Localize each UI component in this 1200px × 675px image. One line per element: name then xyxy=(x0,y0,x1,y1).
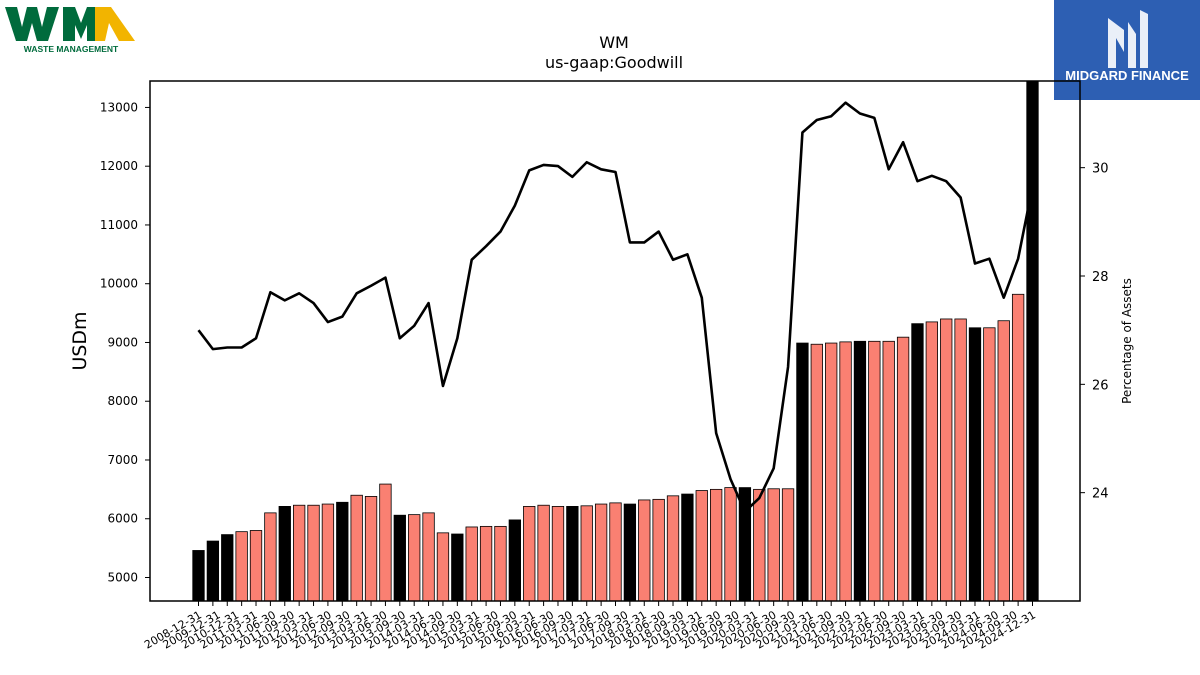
bar-2010-12-31 xyxy=(307,504,320,602)
y2-tick-label-26: 26 xyxy=(1092,378,1109,393)
bar-2012-12-31 xyxy=(422,512,435,602)
y-tick-label-7000: 7000 xyxy=(107,453,138,467)
bar-2013-12-31 xyxy=(479,525,493,602)
percentage-of-assets-line xyxy=(197,101,1034,513)
line-layer xyxy=(197,101,1034,513)
bar-2016-12-31 xyxy=(652,498,665,602)
bar-2013-09-30 xyxy=(465,526,478,602)
y-tick-label-8000: 8000 xyxy=(107,394,138,408)
bar-2012-06-30 xyxy=(393,514,406,602)
bar-2009-12-31 xyxy=(249,530,263,602)
bar-2015-12-31 xyxy=(594,503,608,602)
bar-2017-09-30 xyxy=(695,490,708,602)
y2-tick-label-24: 24 xyxy=(1092,487,1109,502)
y2-tick-label-28: 28 xyxy=(1092,270,1109,285)
bar-2017-12-31 xyxy=(710,488,723,602)
y-tick-label-10000: 10000 xyxy=(100,277,138,291)
chart-subtitle: us-gaap:Goodwill xyxy=(545,53,683,72)
bar-2011-03-31 xyxy=(321,503,335,602)
chart-title: WM xyxy=(599,33,629,52)
bar-2017-03-31 xyxy=(666,495,680,602)
bar-2009-09-30 xyxy=(235,531,248,602)
bar-2012-09-30 xyxy=(408,514,421,602)
axes-layer: 5000 6000 7000 8000 9000 10000 11000 12000 13000… xyxy=(100,80,1109,652)
bar-2013-03-31 xyxy=(436,532,450,602)
bar-2008-12-31 xyxy=(192,550,205,602)
waste-management-logo-text: WASTE MANAGEMENT xyxy=(24,44,119,54)
bar-2021-12-31 xyxy=(940,318,953,602)
bar-2018-03-31 xyxy=(724,487,737,602)
y-tick-label-9000: 9000 xyxy=(107,335,138,349)
bar-2011-12-31 xyxy=(364,496,378,602)
bar-2022-09-30 xyxy=(983,327,996,602)
bar-2021-06-30 xyxy=(911,323,924,602)
y-tick-label-11000: 11000 xyxy=(100,218,138,232)
y-tick-label-6000: 6000 xyxy=(107,512,138,526)
bar-2015-03-31 xyxy=(551,506,565,602)
bar-2010-09-30 xyxy=(293,504,306,602)
bar-2022-06-30 xyxy=(968,327,982,602)
bar-2020-06-30 xyxy=(853,340,867,602)
bar-2014-09-30 xyxy=(523,506,536,602)
wm-logo-mark: WASTE MANAGEMENT xyxy=(5,7,135,54)
y-tick-label-12000: 12000 xyxy=(100,159,138,173)
bar-2015-09-30 xyxy=(580,505,593,602)
y2-axis-label: Percentage of Assets xyxy=(1120,278,1134,404)
bar-2015-06-30 xyxy=(566,506,579,602)
bar-2016-03-31 xyxy=(609,502,622,602)
bar-2017-06-30 xyxy=(681,493,694,602)
bar-2022-12-31 xyxy=(997,320,1010,602)
y-axis-label: USDm xyxy=(69,311,91,370)
bar-2021-09-30 xyxy=(925,321,938,602)
bar-2014-12-31 xyxy=(537,504,550,602)
bar-2023-06-30 xyxy=(1026,80,1039,602)
midgard-finance-mark: MIDGARD FINANCE xyxy=(1065,10,1189,83)
bar-2011-06-30 xyxy=(336,501,349,602)
bar-2020-09-30 xyxy=(868,340,881,602)
bar-2016-06-30 xyxy=(623,503,637,602)
bar-2023-03-31 xyxy=(1011,293,1025,602)
bar-2022-03-31 xyxy=(954,318,967,602)
bar-2019-03-31 xyxy=(781,488,795,602)
midgard-finance-logo: MIDGARD FINANCE xyxy=(1054,0,1200,100)
bar-2020-03-31 xyxy=(839,341,852,602)
midgard-finance-logo-text: MIDGARD FINANCE xyxy=(1065,68,1189,83)
y-tick-label-5000: 5000 xyxy=(107,570,138,584)
bar-2012-03-31 xyxy=(379,483,392,602)
y2-tick-label-30: 30 xyxy=(1092,162,1109,177)
waste-management-logo: WASTE MANAGEMENT xyxy=(5,5,137,55)
bar-2019-09-30 xyxy=(810,343,823,602)
bar-2019-12-31 xyxy=(825,342,838,602)
bar-2011-09-30 xyxy=(350,494,363,602)
bars-layer xyxy=(192,80,1039,602)
bar-2010-03-31 xyxy=(264,512,277,602)
bar-2018-09-30 xyxy=(753,488,766,602)
bar-2009-03-31 xyxy=(206,540,220,602)
bar-2018-12-31 xyxy=(767,488,780,602)
bar-2019-06-30 xyxy=(796,342,809,602)
y-tick-label-13000: 13000 xyxy=(100,100,138,114)
bar-2020-12-31 xyxy=(882,340,895,602)
bar-2009-06-30 xyxy=(221,534,234,602)
bar-2013-06-30 xyxy=(451,533,464,602)
bar-2016-09-30 xyxy=(638,499,651,602)
bar-2021-03-31 xyxy=(896,336,910,602)
bar-2014-06-30 xyxy=(508,519,521,602)
bar-2014-03-31 xyxy=(494,525,507,602)
bar-2010-06-30 xyxy=(278,506,291,602)
